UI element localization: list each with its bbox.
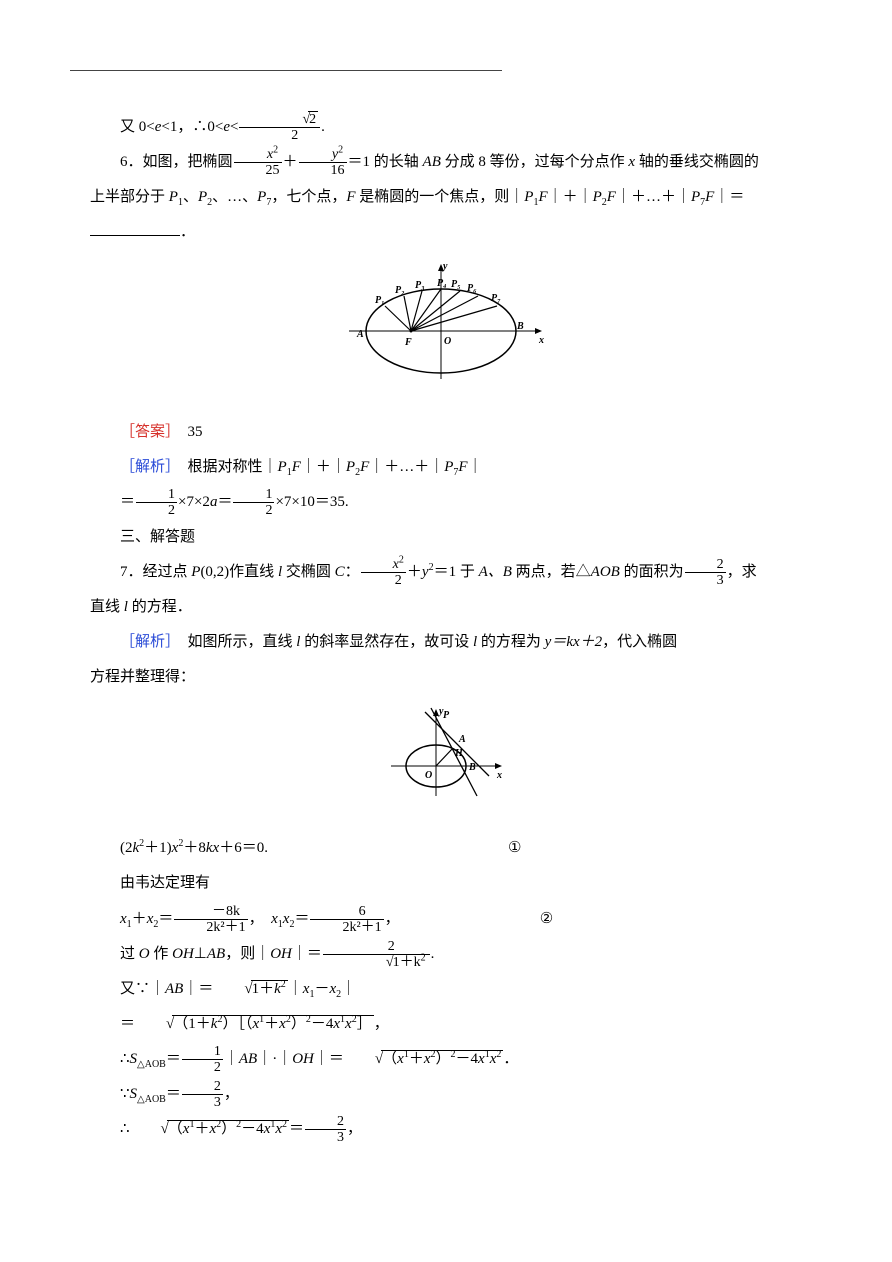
svg-text:P₆: P₆	[467, 283, 477, 294]
final-line: ∴（x1＋x2）2－4x1x2＝23，	[90, 1113, 802, 1146]
page-rule	[70, 70, 502, 71]
figure-1: y x A B F O P₁ P₂ P₃ P₄ P₅ P₆ P₇	[90, 259, 802, 402]
svg-text:P₄: P₄	[437, 278, 447, 289]
svg-text:O: O	[444, 336, 451, 347]
problem-6-line2: 上半部分于 P1、P2、…、P7，七个点，F 是椭圆的一个焦点，则｜P1F｜＋｜…	[90, 181, 802, 214]
problem-6: 6．如图，把椭圆x225＋y216＝1 的长轴 AB 分成 8 等份，过每个分点…	[90, 146, 802, 179]
analysis-7-line2: 方程并整理得：	[90, 661, 802, 694]
svg-text:x: x	[496, 770, 502, 781]
svg-text:B: B	[516, 321, 524, 332]
svg-text:P₅: P₅	[451, 279, 461, 290]
eq-1: (2k2＋1)x2＋8kx＋6＝0. ①	[90, 831, 802, 865]
svg-text:A: A	[356, 329, 364, 340]
svg-text:F: F	[404, 337, 412, 348]
svg-text:P₁: P₁	[375, 295, 385, 306]
answer-6: ［答案］ 35	[90, 416, 802, 449]
svg-text:B: B	[468, 762, 476, 773]
problem-6-blank: ．	[90, 216, 802, 249]
section-3-heading: 三、解答题	[90, 521, 802, 554]
analysis-6-calc: ＝12×7×2a＝12×7×10＝35.	[90, 486, 802, 519]
analysis-7: ［解析］ 如图所示，直线 l 的斜率显然存在，故可设 l 的方程为 y＝kx＋2…	[90, 626, 802, 659]
svg-text:A: A	[458, 734, 466, 745]
svg-text:P: P	[443, 710, 450, 721]
svg-text:y: y	[442, 261, 448, 272]
svg-text:P₃: P₃	[415, 280, 425, 291]
line-prev-conclusion: 又 0<e<1，∴0<e<22.	[90, 111, 802, 144]
problem-7-line2: 直线 l 的方程．	[90, 591, 802, 624]
oh-line: 过 O 作 OH⊥AB，则｜OH｜＝21＋k2.	[90, 938, 802, 971]
svg-text:O: O	[425, 770, 432, 781]
svg-text:P₂: P₂	[395, 285, 405, 296]
s-line2: ∵S△AOB＝23，	[90, 1078, 802, 1111]
figure-2: yx OP AHB	[90, 704, 802, 817]
svg-text:P₇: P₇	[491, 293, 501, 304]
svg-text:x: x	[538, 335, 544, 346]
s-line: ∴S△AOB＝12｜AB｜·｜OH｜＝（x1＋x2）2－4x1x2．	[90, 1043, 802, 1076]
analysis-6: ［解析］ 根据对称性｜P1F｜＋｜P2F｜＋…＋｜P7F｜	[90, 451, 802, 484]
ab-line2: ＝（1＋k2）［（x1＋x2）2－4x1x2］，	[90, 1008, 802, 1041]
svg-text:H: H	[454, 748, 464, 759]
eq-2: x1＋x2＝－8k2k²＋1， x1x2＝62k²＋1， ②	[90, 902, 802, 936]
ab-line: 又∵｜AB｜＝1＋k2｜x1－x2｜	[90, 973, 802, 1006]
vieta: 由韦达定理有	[90, 867, 802, 900]
problem-7: 7．经过点 P(0,2)作直线 l 交椭圆 C：x22＋y2＝1 于 A、B 两…	[90, 556, 802, 589]
